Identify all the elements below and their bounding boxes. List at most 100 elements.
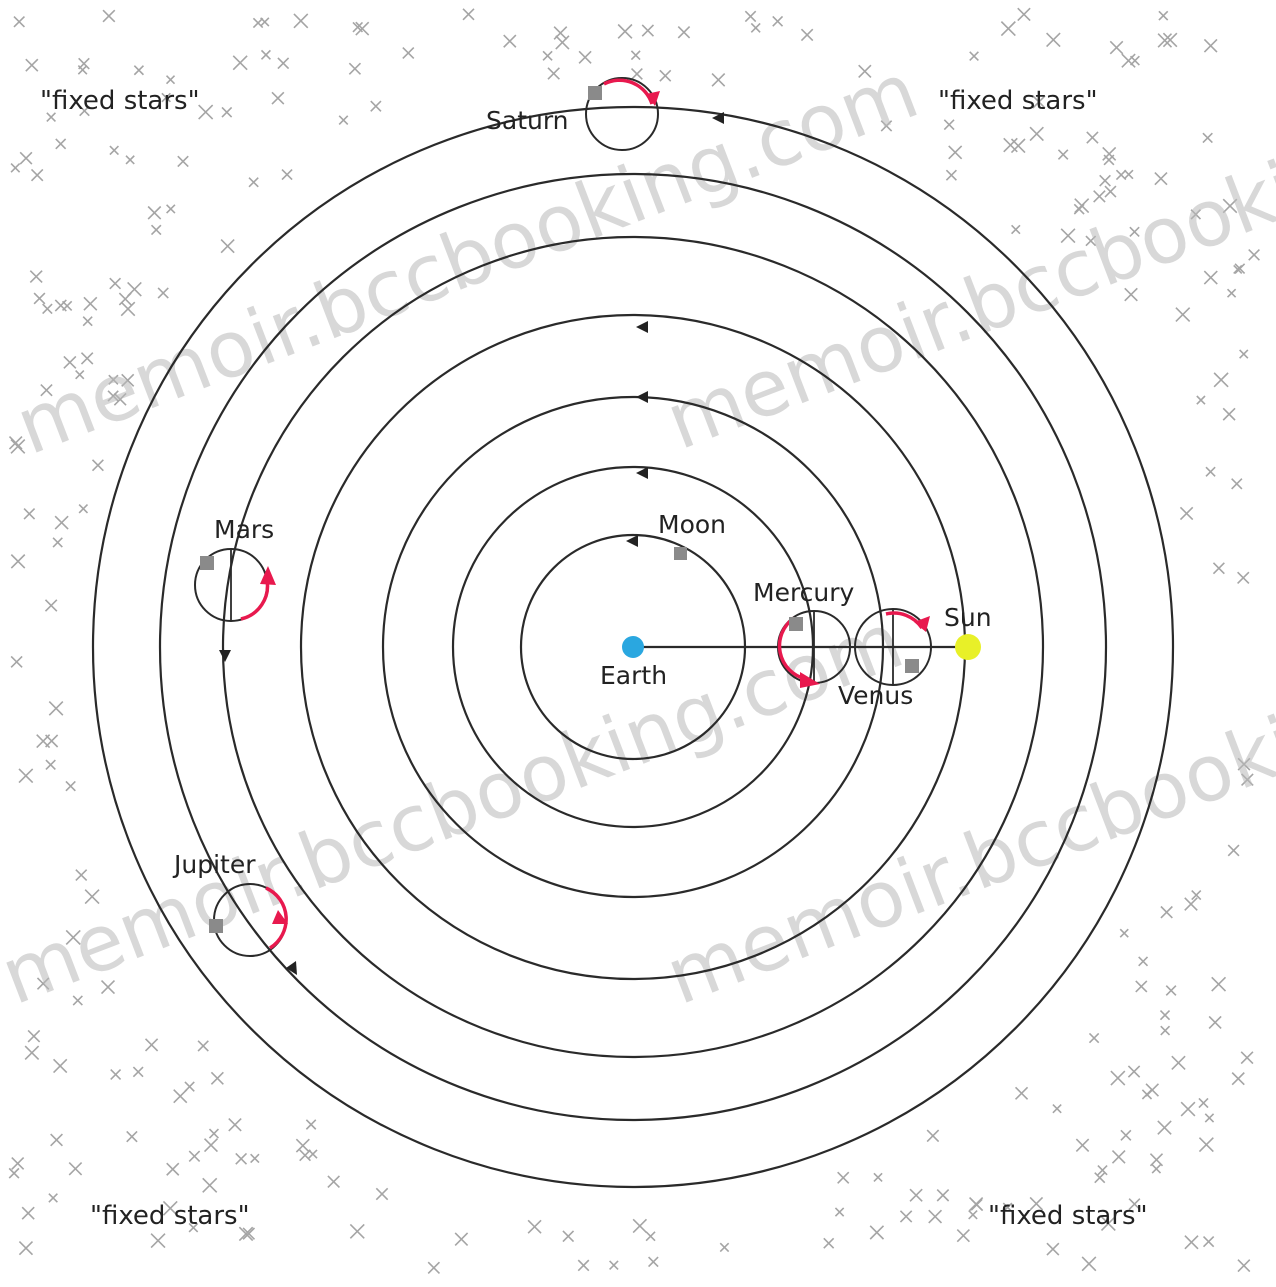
star-mark	[1161, 907, 1172, 918]
star-mark	[146, 1039, 158, 1051]
star-mark	[1074, 204, 1084, 214]
star-mark	[649, 1257, 659, 1267]
star-mark	[158, 288, 168, 298]
star-mark	[14, 17, 24, 27]
star-mark	[110, 278, 121, 289]
star-mark	[111, 1070, 121, 1080]
star-mark	[1124, 170, 1132, 178]
star-mark	[1238, 1260, 1250, 1272]
star-mark	[870, 1226, 883, 1239]
star-mark	[46, 760, 55, 769]
saturn-red-arrow-icon	[604, 80, 652, 104]
star-mark	[1214, 373, 1228, 387]
star-mark	[51, 1134, 63, 1146]
star-mark	[1087, 132, 1098, 143]
star-mark	[167, 76, 175, 84]
star-mark	[19, 769, 33, 783]
star-mark	[121, 302, 135, 316]
star-mark	[1240, 350, 1248, 358]
fixed-stars-bottom-left: "fixed stars"	[90, 1201, 250, 1231]
star-mark	[1155, 173, 1167, 185]
star-mark	[1104, 155, 1114, 165]
mercury-label: Mercury	[753, 578, 855, 607]
star-mark	[371, 101, 381, 111]
star-mark	[126, 156, 134, 164]
star-mark	[900, 1211, 911, 1222]
star-mark	[178, 156, 188, 166]
mars-label: Mars	[214, 515, 274, 544]
star-mark	[1228, 845, 1239, 856]
star-mark	[1094, 191, 1105, 202]
mars-red-arrow-icon	[241, 580, 268, 619]
star-mark	[1112, 1151, 1125, 1164]
star-mark	[151, 225, 160, 234]
saturn-marker	[588, 86, 602, 100]
star-mark	[328, 1176, 340, 1188]
star-mark	[1121, 1130, 1131, 1140]
star-mark	[309, 1150, 317, 1158]
star-mark	[646, 1232, 655, 1241]
star-mark	[119, 293, 131, 305]
star-mark	[356, 22, 369, 35]
star-mark	[528, 1220, 541, 1233]
star-mark	[1128, 1066, 1139, 1077]
jupiter-marker	[209, 919, 223, 933]
star-mark	[678, 27, 689, 38]
star-mark	[282, 170, 292, 180]
venus-label: Venus	[838, 681, 913, 710]
star-mark	[1122, 54, 1135, 67]
star-mark	[9, 1168, 19, 1178]
star-mark	[1212, 977, 1226, 991]
star-mark	[26, 59, 38, 71]
star-mark	[712, 74, 725, 87]
star-mark	[209, 1129, 218, 1138]
star-mark	[79, 505, 87, 513]
star-mark	[970, 52, 979, 61]
star-mark	[874, 1173, 882, 1181]
saturn-epicycle	[586, 78, 660, 150]
moon-label: Moon	[658, 510, 726, 539]
star-mark	[45, 600, 56, 611]
star-mark	[1203, 133, 1212, 142]
star-mark	[946, 170, 956, 180]
star-mark	[1166, 986, 1176, 996]
star-mark	[428, 1262, 439, 1273]
star-mark	[167, 1163, 179, 1175]
mars-orbit-arrow-icon	[219, 650, 231, 662]
star-mark	[1047, 1243, 1059, 1255]
star-mark	[1150, 1154, 1162, 1166]
mercury-orbit-arrow-icon	[636, 467, 648, 479]
star-mark	[174, 1090, 187, 1103]
star-mark	[949, 146, 962, 159]
star-mark	[1120, 929, 1128, 937]
star-mark	[349, 63, 360, 74]
star-mark	[1047, 33, 1060, 46]
star-mark	[1110, 41, 1122, 53]
star-mark	[93, 460, 104, 471]
star-mark	[1058, 150, 1067, 159]
star-mark	[543, 51, 552, 60]
star-mark	[9, 437, 22, 450]
star-mark	[1232, 1073, 1244, 1085]
star-mark	[151, 1234, 165, 1248]
star-mark	[1238, 572, 1249, 583]
earth-dot	[622, 636, 644, 658]
star-mark	[34, 293, 45, 304]
star-mark	[403, 48, 414, 59]
star-mark	[751, 23, 760, 32]
star-mark	[720, 1243, 728, 1251]
star-mark	[745, 11, 755, 21]
star-mark	[25, 1046, 38, 1059]
mars-marker	[200, 556, 214, 570]
star-mark	[1223, 408, 1235, 420]
moon-marker	[674, 547, 687, 560]
star-mark	[1232, 479, 1242, 489]
star-mark	[1159, 11, 1168, 20]
sun-label: Sun	[944, 603, 992, 632]
venus-marker	[905, 659, 919, 673]
star-mark	[838, 1172, 849, 1183]
star-mark	[55, 516, 68, 529]
star-mark	[189, 1151, 199, 1161]
star-mark	[1016, 1087, 1028, 1099]
earth-label: Earth	[600, 661, 667, 690]
